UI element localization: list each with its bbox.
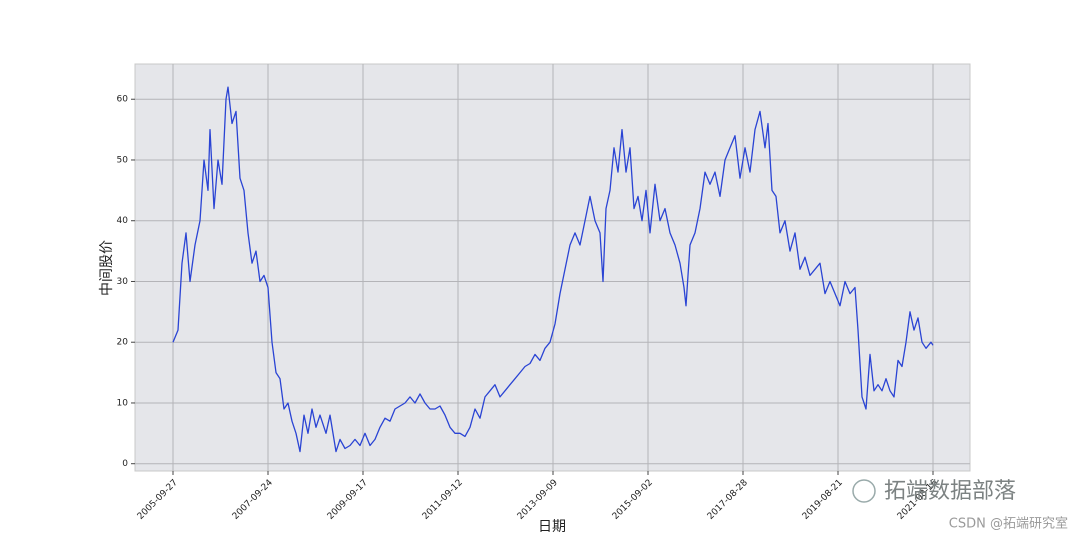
x-tick-label: 2005-09-27 <box>136 478 180 522</box>
line-series <box>172 86 934 453</box>
watermark-logo: 拓端数据部落 <box>884 479 1016 504</box>
watermark-credit: CSDN @拓端研究室 <box>949 516 1068 532</box>
x-tick-label: 2019-08-21 <box>801 478 845 522</box>
y-tick-label: 50 <box>117 155 129 165</box>
y-tick-label: 20 <box>117 338 129 348</box>
y-tick-label: 30 <box>117 277 129 287</box>
grid <box>135 64 970 471</box>
y-tick-label: 0 <box>122 459 128 469</box>
x-axis-label: 日期 <box>538 519 566 535</box>
x-tick-label: 2007-09-24 <box>231 478 275 522</box>
watermark-icon <box>852 479 876 503</box>
y-tick-label: 60 <box>117 95 129 105</box>
y-tick-label: 40 <box>117 216 129 226</box>
x-tick-label: 2015-09-02 <box>611 478 655 522</box>
marks <box>172 86 934 453</box>
x-tick-label: 2013-09-09 <box>516 478 560 522</box>
x-tick-label: 2011-09-12 <box>421 478 465 522</box>
x-tick-label: 2009-09-17 <box>326 478 370 522</box>
y-axis-label: 中间股价 <box>99 240 115 296</box>
y-tick-label: 10 <box>117 398 129 408</box>
x-tick-label: 2017-08-28 <box>706 478 750 522</box>
